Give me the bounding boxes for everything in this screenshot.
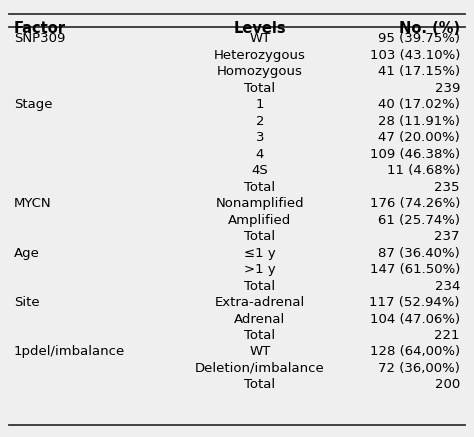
Text: Total: Total [244, 378, 275, 392]
Text: 47 (20.00%): 47 (20.00%) [378, 131, 460, 144]
Text: Heterozygous: Heterozygous [214, 49, 306, 62]
Text: 40 (17.02%): 40 (17.02%) [378, 98, 460, 111]
Text: SNP309: SNP309 [14, 32, 65, 45]
Text: 221: 221 [435, 329, 460, 342]
Text: Stage: Stage [14, 98, 53, 111]
Text: 200: 200 [435, 378, 460, 392]
Text: 234: 234 [435, 280, 460, 292]
Text: 3: 3 [255, 131, 264, 144]
Text: Age: Age [14, 246, 40, 260]
Text: Extra-adrenal: Extra-adrenal [215, 296, 305, 309]
Text: 28 (11.91%): 28 (11.91%) [378, 114, 460, 128]
Text: 104 (47.06%): 104 (47.06%) [370, 312, 460, 326]
Text: WT: WT [249, 32, 270, 45]
Text: 11 (4.68%): 11 (4.68%) [387, 164, 460, 177]
Text: 1: 1 [255, 98, 264, 111]
Text: Levels: Levels [233, 21, 286, 36]
Text: 95 (39.75%): 95 (39.75%) [378, 32, 460, 45]
Text: 87 (36.40%): 87 (36.40%) [378, 246, 460, 260]
Text: Total: Total [244, 280, 275, 292]
Text: 61 (25.74%): 61 (25.74%) [378, 214, 460, 226]
Text: 1pdel/imbalance: 1pdel/imbalance [14, 346, 125, 358]
Text: Adrenal: Adrenal [234, 312, 285, 326]
Text: 239: 239 [435, 82, 460, 95]
Text: 176 (74.26%): 176 (74.26%) [370, 197, 460, 210]
Text: Factor: Factor [14, 21, 66, 36]
Text: 4: 4 [255, 148, 264, 161]
Text: 103 (43.10%): 103 (43.10%) [370, 49, 460, 62]
Text: 117 (52.94%): 117 (52.94%) [369, 296, 460, 309]
Text: Deletion/imbalance: Deletion/imbalance [195, 362, 325, 375]
Text: 2: 2 [255, 114, 264, 128]
Text: >1 y: >1 y [244, 263, 275, 276]
Text: Total: Total [244, 329, 275, 342]
Text: No. (%): No. (%) [399, 21, 460, 36]
Text: WT: WT [249, 346, 270, 358]
Text: Site: Site [14, 296, 40, 309]
Text: 237: 237 [435, 230, 460, 243]
Text: Total: Total [244, 82, 275, 95]
Text: Homozygous: Homozygous [217, 65, 303, 78]
Text: Amplified: Amplified [228, 214, 292, 226]
Text: 147 (61.50%): 147 (61.50%) [370, 263, 460, 276]
Text: 72 (36,00%): 72 (36,00%) [378, 362, 460, 375]
Text: 235: 235 [435, 180, 460, 194]
Text: 4S: 4S [251, 164, 268, 177]
Text: ≤1 y: ≤1 y [244, 246, 275, 260]
Text: 41 (17.15%): 41 (17.15%) [378, 65, 460, 78]
Text: Total: Total [244, 180, 275, 194]
Text: MYCN: MYCN [14, 197, 52, 210]
Text: 109 (46.38%): 109 (46.38%) [370, 148, 460, 161]
Text: 128 (64,00%): 128 (64,00%) [370, 346, 460, 358]
Text: Total: Total [244, 230, 275, 243]
Text: Nonamplified: Nonamplified [216, 197, 304, 210]
